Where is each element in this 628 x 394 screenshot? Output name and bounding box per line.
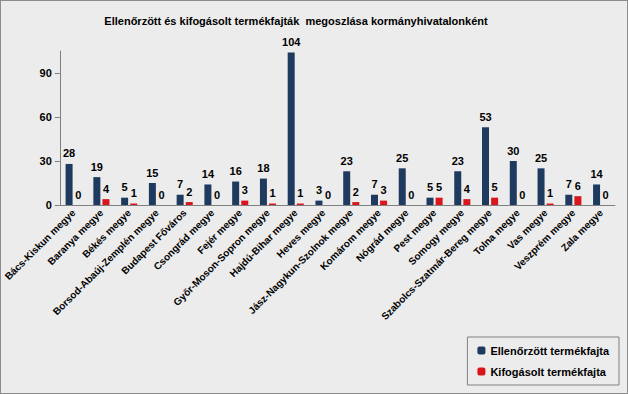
svg-text:5: 5 — [122, 181, 128, 193]
svg-text:90: 90 — [40, 67, 52, 79]
svg-text:28: 28 — [63, 147, 75, 159]
svg-text:Ellenőrzött termékfajta: Ellenőrzött termékfajta — [490, 345, 609, 357]
svg-text:5: 5 — [436, 181, 442, 193]
svg-text:30: 30 — [507, 145, 519, 157]
svg-text:5: 5 — [427, 181, 433, 193]
svg-text:Pest megye: Pest megye — [391, 207, 439, 255]
svg-text:7: 7 — [566, 178, 572, 190]
svg-text:23: 23 — [341, 155, 353, 167]
svg-text:4: 4 — [464, 183, 471, 195]
svg-text:15: 15 — [146, 167, 158, 179]
svg-text:Békés megye: Békés megye — [80, 207, 134, 260]
svg-text:Somogy megye: Somogy megye — [406, 207, 467, 268]
svg-text:Zala megye: Zala megye — [559, 207, 606, 254]
svg-text:Budapest Főváros: Budapest Főváros — [119, 207, 189, 277]
svg-text:53: 53 — [479, 111, 491, 123]
svg-text:Bács-Kiskun megye: Bács-Kiskun megye — [2, 207, 78, 282]
svg-text:Ellenőrzött és kifogásolt term: Ellenőrzött és kifogásolt termékfajták m… — [104, 15, 488, 27]
svg-text:Komárom megye: Komárom megye — [317, 207, 383, 273]
svg-text:104: 104 — [282, 36, 301, 48]
svg-text:6: 6 — [575, 180, 581, 192]
svg-text:Nógrád megye: Nógrád megye — [353, 207, 411, 264]
svg-text:23: 23 — [452, 155, 464, 167]
svg-text:Heves megye: Heves megye — [274, 207, 328, 260]
svg-text:Borsod-Abaúj-Zemplén megye: Borsod-Abaúj-Zemplén megye — [51, 207, 161, 317]
svg-text:Baranya megye: Baranya megye — [45, 207, 106, 268]
svg-text:5: 5 — [492, 181, 498, 193]
svg-text:Szabolcs-Szatmár-Bereg megye: Szabolcs-Szatmár-Bereg megye — [379, 207, 494, 322]
svg-text:1: 1 — [269, 187, 275, 199]
svg-text:60: 60 — [40, 111, 52, 123]
svg-text:0: 0 — [75, 189, 81, 201]
svg-text:14: 14 — [202, 168, 215, 180]
svg-text:Vas megye: Vas megye — [505, 207, 550, 252]
svg-text:1: 1 — [547, 187, 553, 199]
svg-text:0: 0 — [158, 189, 164, 201]
svg-text:16: 16 — [230, 165, 242, 177]
svg-text:Csongrád megye: Csongrád megye — [151, 207, 217, 273]
svg-text:1: 1 — [131, 187, 137, 199]
svg-text:25: 25 — [396, 152, 408, 164]
svg-text:Fejér megye: Fejér megye — [195, 207, 245, 257]
svg-text:Hajdú-Bihar megye: Hajdú-Bihar megye — [227, 207, 300, 280]
svg-text:19: 19 — [91, 161, 103, 173]
svg-text:7: 7 — [177, 178, 183, 190]
svg-text:0: 0 — [408, 189, 414, 201]
svg-text:2: 2 — [353, 186, 359, 198]
svg-text:Kifogásolt termékfajta: Kifogásolt termékfajta — [490, 366, 606, 378]
svg-text:0: 0 — [214, 189, 220, 201]
svg-text:4: 4 — [103, 183, 110, 195]
svg-text:3: 3 — [316, 184, 322, 196]
svg-text:Győr-Moson-Sopron megye: Győr-Moson-Sopron megye — [171, 207, 272, 308]
svg-text:18: 18 — [257, 162, 269, 174]
svg-text:30: 30 — [40, 155, 52, 167]
svg-text:Jász-Nagykun-Szolnok megye: Jász-Nagykun-Szolnok megye — [246, 207, 355, 316]
svg-text:0: 0 — [46, 199, 52, 211]
svg-text:Veszprém megye: Veszprém megye — [512, 207, 578, 273]
svg-text:0: 0 — [519, 189, 525, 201]
svg-text:1: 1 — [297, 187, 303, 199]
svg-text:14: 14 — [590, 168, 603, 180]
svg-text:0: 0 — [603, 189, 609, 201]
svg-text:2: 2 — [186, 186, 192, 198]
svg-text:3: 3 — [381, 184, 387, 196]
svg-text:3: 3 — [242, 184, 248, 196]
svg-text:25: 25 — [535, 152, 547, 164]
svg-text:7: 7 — [371, 178, 377, 190]
svg-text:Tolna megye: Tolna megye — [471, 207, 522, 258]
svg-text:0: 0 — [325, 189, 331, 201]
